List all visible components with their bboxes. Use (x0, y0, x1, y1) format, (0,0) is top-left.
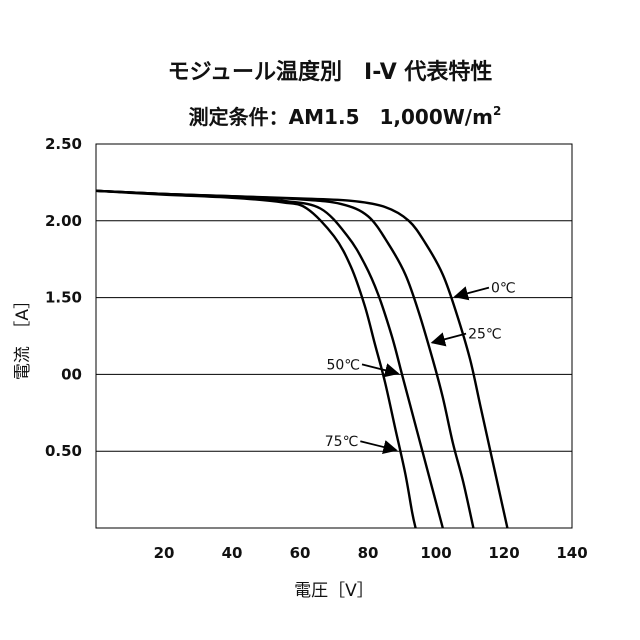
annotation-label-50: 50℃ (326, 357, 360, 373)
chart-title: モジュール温度別 I-V 代表特性 (168, 59, 493, 85)
y-tick-labels: 0.50 00 1.50 2.00 2.50 (45, 135, 82, 460)
chart-subtitle-main: 測定条件：AM1.5 1,000W/m (189, 105, 493, 129)
x-tick-120: 120 (488, 544, 519, 562)
y-tick-1-50: 1.50 (45, 289, 82, 307)
x-axis-label: 電圧［V］ (294, 581, 374, 601)
y-tick-00: 00 (61, 365, 82, 383)
x-tick-20: 20 (154, 544, 175, 562)
x-tick-100: 100 (420, 544, 451, 562)
chart-subtitle: 測定条件：AM1.5 1,000W/m2 (189, 104, 502, 129)
annotation-label-25: 25℃ (468, 327, 502, 343)
x-tick-80: 80 (358, 544, 379, 562)
annotation-label-0: 0℃ (491, 281, 516, 297)
y-axis-label: 電流 ［A］ (13, 292, 33, 380)
annotation-label-75: 75℃ (325, 434, 359, 450)
x-tick-40: 40 (222, 544, 243, 562)
x-tick-140: 140 (556, 544, 587, 562)
chart-subtitle-sup: 2 (493, 104, 501, 118)
x-tick-60: 60 (290, 544, 311, 562)
y-tick-0-50: 0.50 (45, 442, 82, 460)
y-tick-2-50: 2.50 (45, 135, 82, 153)
y-tick-2-00: 2.00 (45, 212, 82, 230)
x-tick-labels: 20 40 60 80 100 120 140 (154, 544, 588, 562)
